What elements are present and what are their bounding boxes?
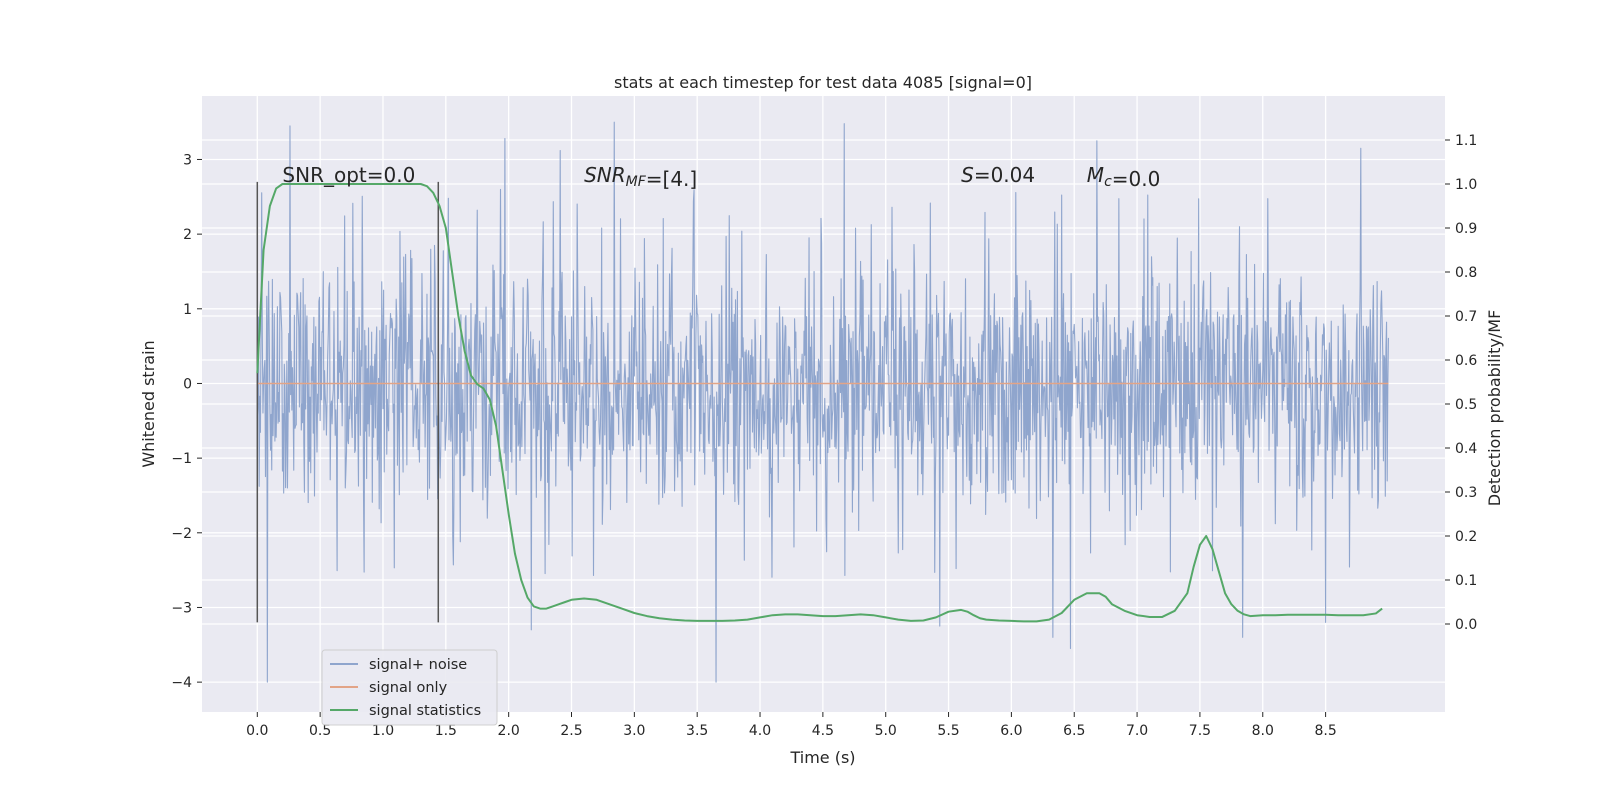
annotation-part: =0.0 [1112, 167, 1161, 191]
x-tick-label: 8.5 [1314, 723, 1336, 739]
annotation-text: Mc=0.0 [1087, 163, 1161, 191]
x-tick-label: 1.0 [372, 723, 394, 739]
legend-label: signal only [369, 680, 448, 696]
annotation-part: SNR [584, 163, 626, 187]
y-tick-label: −4 [171, 675, 192, 691]
x-axis-label: Time (s) [789, 748, 855, 767]
x-tick-label: 0.5 [309, 723, 331, 739]
x-tick-label: 5.0 [875, 723, 897, 739]
x-tick-label: 2.0 [498, 723, 520, 739]
annotation-part: S [961, 163, 974, 187]
annotation-text: SNRMF=[4.] [584, 163, 697, 191]
y2-tick-label: 0.6 [1455, 353, 1477, 369]
y2-tick-label: 0.8 [1455, 265, 1477, 281]
y2-tick-label: 0.3 [1455, 485, 1477, 501]
annotation-part: c [1104, 174, 1112, 190]
y2-axis-label: Detection probability/MF [1485, 310, 1504, 507]
x-tick-label: 7.0 [1126, 723, 1148, 739]
y2-tick-label: 0.0 [1455, 617, 1477, 633]
annotation-part: M [1087, 163, 1104, 187]
legend-label: signal+ noise [369, 657, 467, 673]
x-tick-label: 7.5 [1189, 723, 1211, 739]
x-tick-label: 2.5 [560, 723, 582, 739]
y-axis-label: Whitened strain [139, 340, 158, 467]
axis-layer: 0.0 0.5 1.0 1.5 2.0 2.5 3.0 3.5 4.0 4.5 5.0 5.5 6.0 6… [171, 133, 1477, 739]
y2-tick-label: 0.1 [1455, 573, 1477, 589]
y2-tick-label: 0.4 [1455, 441, 1477, 457]
series-line-signal-statistics [256, 183, 1383, 623]
annotation-layer: SNR_opt=0.0 SNRMF=[4.] S=0.04 Mc=0.0 [282, 163, 1160, 191]
annotation-part: MF [626, 174, 647, 190]
y2-tick-label: 0.9 [1455, 221, 1477, 237]
x-tick-label: 4.5 [812, 723, 834, 739]
x-tick-label: 1.5 [435, 723, 457, 739]
y-tick-label: −2 [171, 526, 192, 542]
y2-tick-label: 0.7 [1455, 309, 1477, 325]
annotation-part: SNR_opt=0.0 [282, 163, 415, 187]
x-tick-label: 8.0 [1252, 723, 1274, 739]
y2-tick-label: 0.5 [1455, 397, 1477, 413]
y-tick-label: −1 [171, 451, 192, 467]
annotation-part: =[4.] [646, 167, 697, 191]
legend: signal+ noise signal only signal statistic… [321, 649, 498, 726]
y2-tick-label: 1.0 [1455, 177, 1477, 193]
x-tick-label: 3.0 [623, 723, 645, 739]
x-tick-label: 3.5 [686, 723, 708, 739]
x-tick-label: 4.0 [749, 723, 771, 739]
y-tick-label: −3 [171, 600, 192, 616]
y-tick-label: 1 [183, 302, 192, 318]
series-line-signal-noise [256, 121, 1389, 683]
legend-box [321, 649, 498, 726]
series-layer [256, 121, 1389, 683]
annotation-text: SNR_opt=0.0 [282, 163, 415, 187]
y-tick-label: 3 [183, 152, 192, 168]
y-tick-label: 2 [183, 227, 192, 243]
annotation-part: =0.04 [974, 163, 1035, 187]
chart-title: stats at each timestep for test data 408… [614, 73, 1032, 92]
legend-label: signal statistics [369, 703, 481, 719]
y2-tick-label: 1.1 [1455, 133, 1477, 149]
x-tick-label: 6.5 [1063, 723, 1085, 739]
y-tick-label: 0 [183, 376, 192, 392]
x-tick-label: 6.0 [1000, 723, 1022, 739]
y2-tick-label: 0.2 [1455, 529, 1477, 545]
annotation-text: S=0.04 [961, 163, 1035, 187]
x-tick-label: 5.5 [937, 723, 959, 739]
x-tick-label: 0.0 [246, 723, 268, 739]
